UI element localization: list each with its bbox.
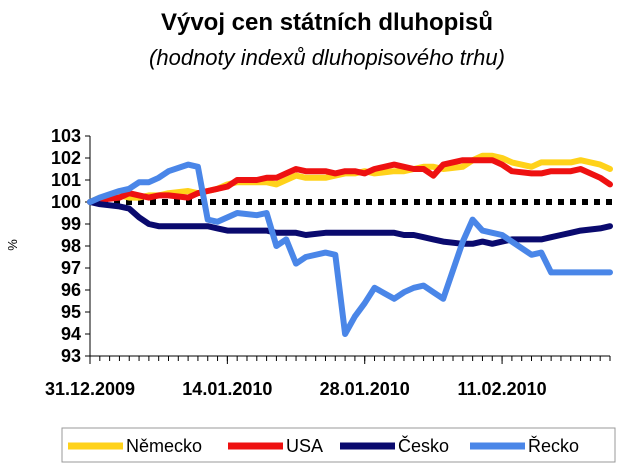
legend-label: Řecko [528,436,579,456]
series-line-česko [87,199,613,247]
series-line-řecko [87,161,613,337]
y-tick-label: 98 [61,236,81,256]
y-tick-label: 93 [61,346,81,366]
y-tick-label: 101 [51,170,81,190]
y-tick-label: 95 [61,302,81,322]
legend-label: USA [286,436,323,456]
y-tick-label: 97 [61,258,81,278]
y-tick-label: 103 [51,126,81,146]
y-tick-label: 96 [61,280,81,300]
legend-label: Česko [398,435,449,456]
y-tick-label: 102 [51,148,81,168]
x-tick-label: 31.12.2009 [45,379,135,399]
y-tick-label: 100 [51,192,81,212]
chart-title: Vývoj cen státních dluhopisů [161,9,493,36]
x-axis-ticks: 31.12.2009 14.01.2010 28.01.2010 11.02.2010 [45,356,611,399]
y-axis-label: % [5,239,20,251]
series-line-usa [87,157,613,205]
y-tick-label: 94 [61,324,81,344]
series-lines [87,152,613,337]
x-tick-label: 11.02.2010 [458,379,547,399]
chart-subtitle: (hodnoty indexů dluhopisového trhu) [149,45,505,70]
legend-label: Německo [126,436,202,456]
legend: Německo USA Česko Řecko [61,427,616,463]
x-tick-label: 14.01.2010 [182,379,272,399]
x-tick-label: 28.01.2010 [320,379,410,399]
y-tick-label: 99 [61,214,81,234]
